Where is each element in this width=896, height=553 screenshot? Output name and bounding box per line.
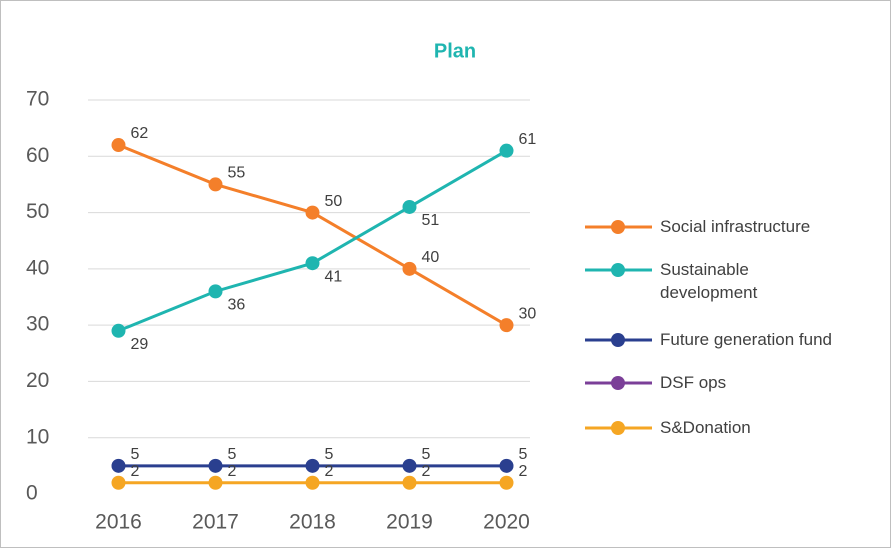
data-label: 55 (228, 165, 246, 182)
data-point (208, 284, 223, 299)
data-point (111, 475, 126, 490)
data-label: 5 (325, 446, 334, 463)
data-point (402, 261, 417, 276)
data-label: 2 (325, 463, 334, 480)
legend-label: Future generation fund (660, 330, 833, 349)
data-label: 2 (519, 463, 528, 480)
data-point (402, 475, 417, 490)
data-point (402, 458, 417, 473)
legend-label: DSF ops (660, 373, 727, 392)
data-label: 51 (422, 212, 440, 229)
data-point (499, 143, 514, 158)
data-label: 2 (131, 463, 140, 480)
y-tick-label: 30 (26, 313, 49, 336)
x-tick-label: 2019 (386, 511, 433, 534)
legend-marker (611, 333, 625, 347)
x-tick-label: 2018 (289, 511, 336, 534)
data-label: 30 (519, 305, 537, 322)
data-point (111, 458, 126, 473)
legend-marker (611, 421, 625, 435)
data-label: 62 (131, 125, 149, 142)
data-point (305, 475, 320, 490)
legend-label: S&Donation (660, 418, 751, 437)
x-tick-label: 2017 (192, 511, 239, 534)
data-label: 2 (422, 463, 431, 480)
data-label: 5 (228, 446, 237, 463)
data-point (305, 205, 320, 220)
legend-marker (611, 263, 625, 277)
x-tick-label: 2020 (483, 511, 530, 534)
data-label: 61 (519, 131, 537, 148)
data-label: 5 (131, 446, 140, 463)
data-point (499, 318, 514, 333)
data-point (208, 458, 223, 473)
y-tick-label: 40 (26, 256, 49, 279)
series-line (117, 143, 508, 327)
data-point (111, 138, 126, 153)
data-point (111, 323, 126, 338)
data-label: 40 (422, 249, 440, 266)
data-label: 36 (228, 297, 246, 314)
data-point (402, 199, 417, 214)
data-label: 2 (228, 463, 237, 480)
series-line (117, 149, 508, 333)
data-point (499, 458, 514, 473)
legend-label: Social infrastructure (660, 217, 811, 236)
y-tick-label: 50 (26, 200, 49, 223)
legend-marker (611, 376, 625, 390)
legend-label: Sustainable development (660, 260, 758, 302)
data-label: 5 (519, 446, 528, 463)
y-tick-label: 10 (26, 425, 49, 448)
data-point (305, 458, 320, 473)
x-tick-label: 2016 (95, 511, 142, 534)
chart-title: Plan (434, 40, 476, 62)
y-tick-label: 60 (26, 144, 49, 167)
y-tick-label: 20 (26, 369, 49, 392)
data-label: 29 (131, 336, 149, 353)
data-point (208, 475, 223, 490)
data-point (208, 177, 223, 192)
data-label: 41 (325, 268, 343, 285)
data-point (305, 256, 320, 271)
y-tick-label: 70 (26, 88, 49, 111)
data-label: 5 (422, 446, 431, 463)
legend-marker (611, 220, 625, 234)
y-tick-label: 0 (26, 482, 38, 505)
data-label: 50 (325, 193, 343, 210)
data-point (499, 475, 514, 490)
